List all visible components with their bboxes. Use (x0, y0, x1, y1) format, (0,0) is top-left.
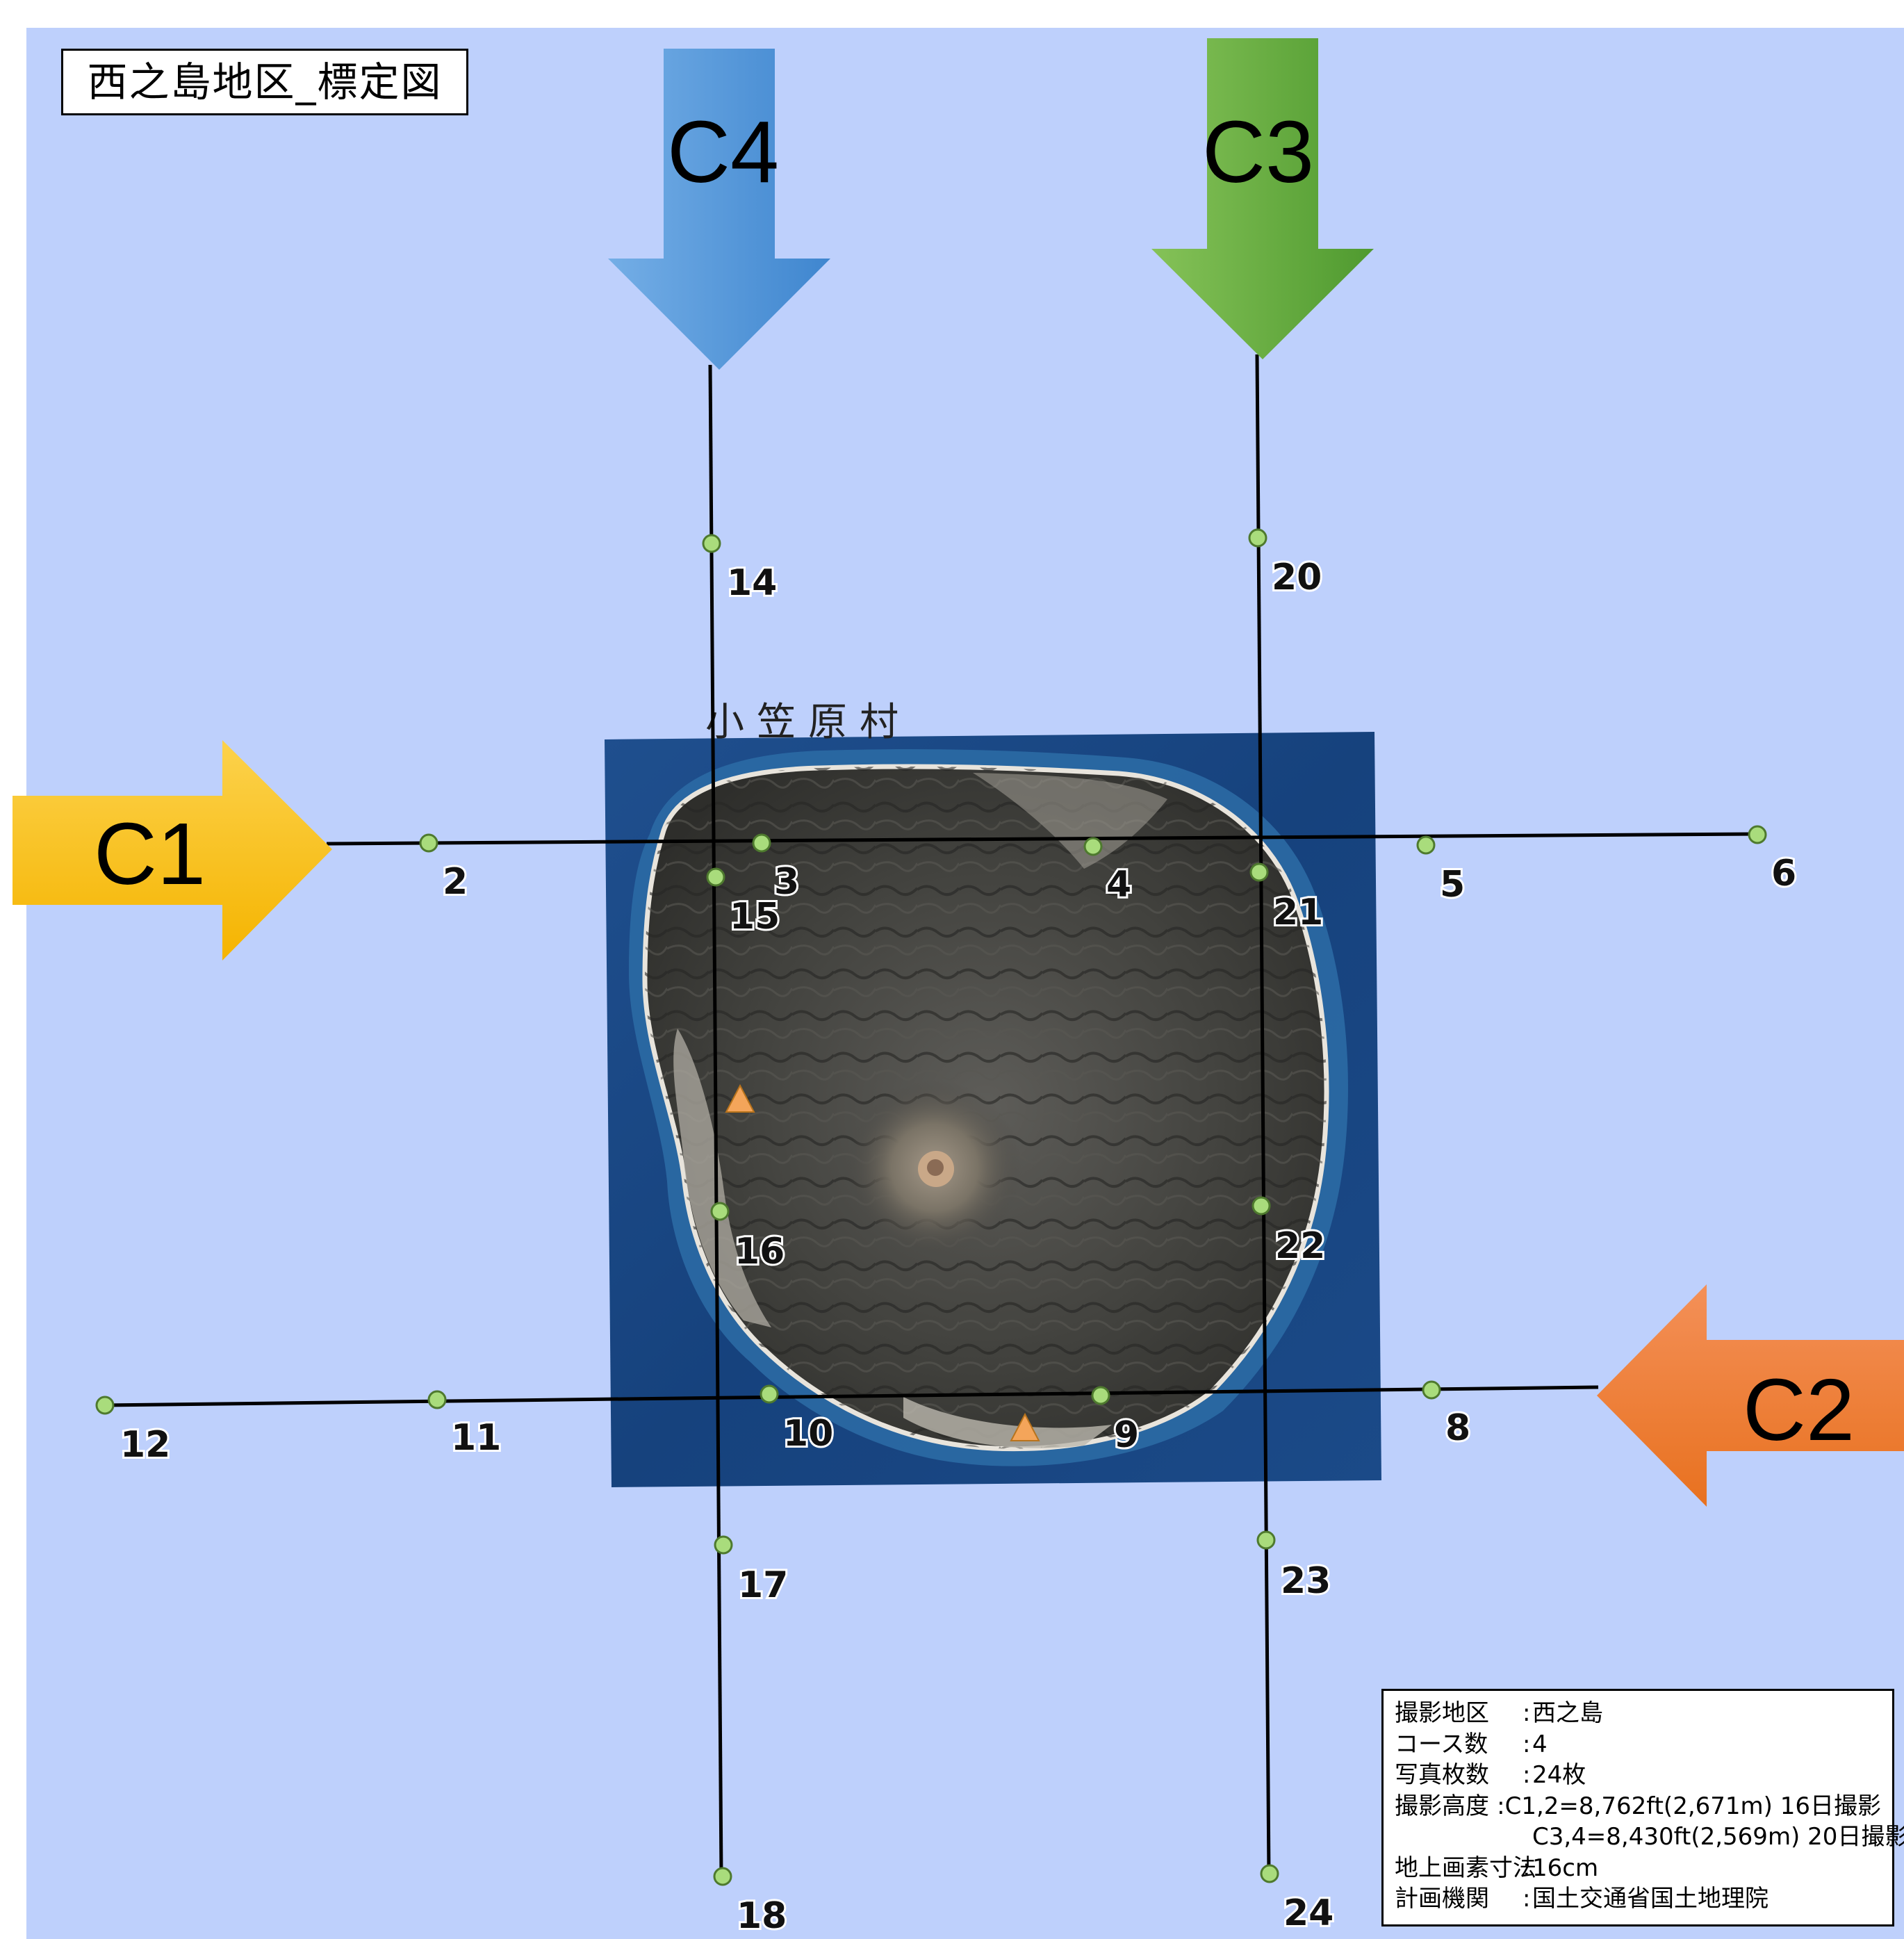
photo-point-label: 2 (443, 861, 468, 903)
photo-point (1422, 1380, 1441, 1400)
info-row-photo-count: 写真枚数:24枚 (1395, 1760, 1881, 1791)
photo-point (1416, 835, 1436, 855)
photo-point (714, 1535, 733, 1555)
info-value: 西之島 (1532, 1699, 1603, 1727)
photo-point (427, 1390, 447, 1409)
photo-point-label: 20 (1272, 557, 1322, 598)
photo-point-label: 10 (783, 1413, 833, 1455)
photo-point-label: 11 (451, 1417, 501, 1459)
photo-point (1251, 1196, 1271, 1216)
photo-point-label: 6 (1771, 853, 1796, 894)
info-value: 16cm (1532, 1854, 1599, 1882)
photo-point-label: 18 (737, 1895, 787, 1937)
photo-point (706, 867, 725, 887)
map-title: 西之島地区_標定図 (61, 49, 468, 115)
aerial-photo (605, 732, 1381, 1487)
course-arrow-c4: C4 (608, 49, 830, 370)
photo-point (710, 1202, 730, 1221)
course-arrow-c2: C2 (1597, 1284, 1904, 1507)
photo-point-label: 23 (1281, 1560, 1331, 1602)
info-sep: : (1497, 1792, 1505, 1820)
info-key: 地上画素寸法 (1395, 1854, 1536, 1882)
course-arrow-c1: C1 (13, 740, 332, 960)
info-row-altitude: 撮影高度: C1,2=8,762ft(2,671m) 16日撮影 (1395, 1791, 1881, 1822)
photo-point-label: 17 (738, 1564, 788, 1606)
photo-point-label: 8 (1445, 1407, 1470, 1449)
info-sep: : (1523, 1885, 1531, 1913)
sand-beach-south (903, 1397, 1112, 1448)
photo-point (1083, 837, 1103, 856)
triangle-marker (725, 1083, 755, 1113)
photo-points (95, 528, 1767, 1886)
info-key: 計画機関 (1395, 1885, 1489, 1913)
photo-point-label: 9 (1114, 1414, 1139, 1456)
photo-point (1091, 1386, 1110, 1405)
photo-point (713, 1867, 732, 1886)
info-key: 撮影高度 (1395, 1792, 1489, 1820)
photo-point (419, 833, 438, 853)
course-label-c1: C1 (94, 805, 206, 903)
photo-point (1748, 825, 1767, 844)
photo-point-label: 14 (727, 562, 777, 604)
sand-beach-west (673, 1029, 771, 1327)
flight-lines (104, 354, 1757, 1877)
flight-line-c1 (326, 832, 1757, 846)
flight-line-c3 (1255, 354, 1271, 1876)
photo-point (1248, 528, 1267, 548)
triangle-marker (1010, 1412, 1040, 1441)
sand-beach-north (973, 773, 1167, 869)
course-arrow-c3: C3 (1151, 38, 1374, 359)
flight-line-c2 (104, 1385, 1599, 1407)
info-row-area: 撮影地区: 西之島 (1395, 1698, 1881, 1729)
course-label-c4: C4 (667, 103, 779, 201)
info-sep: : (1523, 1854, 1531, 1882)
course-label-c3: C3 (1202, 103, 1314, 201)
photo-point (760, 1384, 779, 1404)
photo-point-label: 5 (1440, 864, 1465, 906)
info-key: コース数 (1395, 1730, 1488, 1758)
photo-point (702, 534, 721, 553)
photo-point-label: 15 (730, 896, 780, 938)
info-row-ground-pixel: 地上画素寸法:16cm (1395, 1853, 1881, 1884)
photo-point-label: 24 (1283, 1892, 1333, 1934)
info-sep: : (1523, 1761, 1531, 1789)
photo-point-label: 21 (1273, 892, 1323, 933)
photo-point-label: 3 (774, 861, 799, 903)
info-key: 撮影地区 (1395, 1699, 1489, 1727)
info-value: C1,2=8,762ft(2,671m) 16日撮影 (1504, 1792, 1881, 1820)
info-altitude-continued: C3,4=8,430ft(2,569m) 20日撮影 (1532, 1823, 1904, 1851)
info-key: 写真枚数 (1395, 1761, 1489, 1789)
info-value: 24枚 (1532, 1761, 1586, 1789)
photo-point-label: 16 (734, 1231, 785, 1273)
photo-point (1249, 862, 1269, 882)
info-row-courses: コース数:4 (1395, 1729, 1881, 1760)
photo-point-label: 22 (1275, 1225, 1325, 1267)
village-label: 小笠原村 (705, 700, 911, 745)
info-sep: : (1523, 1699, 1531, 1727)
info-sep: : (1523, 1730, 1531, 1758)
course-label-c2: C2 (1743, 1361, 1855, 1459)
photo-point (95, 1396, 115, 1415)
info-value: 4 (1532, 1730, 1548, 1758)
photo-point-label: 4 (1106, 864, 1131, 906)
survey-info-box: 撮影地区: 西之島 コース数:4 写真枚数:24枚 撮影高度: C1,2=8,762… (1381, 1689, 1904, 1926)
photo-point (1260, 1864, 1279, 1883)
flight-line-c4 (708, 364, 723, 1877)
photo-point (752, 833, 771, 853)
info-row-agency: 計画機関: 国土交通省国土地理院 (1395, 1883, 1881, 1915)
photo-point-label: 12 (120, 1424, 170, 1466)
info-value: 国土交通省国土地理院 (1532, 1885, 1768, 1913)
photo-point (1256, 1530, 1276, 1550)
